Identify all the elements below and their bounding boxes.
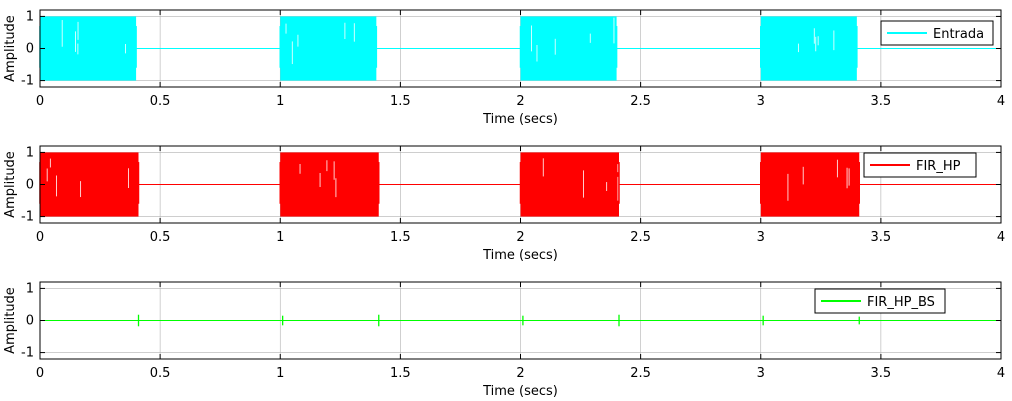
x-tick-label: 2.5 xyxy=(630,94,651,109)
series-Entrada xyxy=(39,16,1001,81)
x-tick-label: 3.5 xyxy=(871,94,892,109)
y-tick-label: 0 xyxy=(26,42,34,57)
signal-burst xyxy=(760,152,860,217)
x-tick-label: 2.5 xyxy=(630,366,651,381)
x-tick-label: 3.5 xyxy=(871,366,892,381)
signal-burst xyxy=(40,16,137,81)
y-tick-label: 0 xyxy=(26,178,34,193)
x-axis-label: Time (secs) xyxy=(482,384,558,399)
legend: FIR_HP_BS xyxy=(814,288,946,314)
x-tick-label: 0.5 xyxy=(150,366,171,381)
legend-entry: Entrada xyxy=(933,27,984,42)
x-tick-label: 2 xyxy=(516,366,524,381)
x-tick-label: 2 xyxy=(516,94,524,109)
signal-burst xyxy=(280,152,379,217)
legend-entry: FIR_HP xyxy=(916,159,961,174)
x-tick-label: 4 xyxy=(997,230,1005,245)
x-tick-label: 1.5 xyxy=(390,94,411,109)
x-tick-label: 3 xyxy=(757,94,765,109)
y-tick-label: -1 xyxy=(21,210,34,225)
series-FIR_HP xyxy=(39,152,1001,217)
y-tick-label: 0 xyxy=(26,314,34,329)
x-tick-label: 3.5 xyxy=(871,230,892,245)
x-tick-label: 3 xyxy=(757,366,765,381)
y-tick-label: 1 xyxy=(26,9,34,24)
legend: FIR_HP xyxy=(863,152,977,178)
signal-burst xyxy=(280,16,377,81)
signal-burst xyxy=(520,152,620,217)
y-axis-label: Amplitude xyxy=(3,151,18,218)
x-tick-label: 0 xyxy=(36,230,44,245)
x-tick-label: 1.5 xyxy=(390,230,411,245)
x-tick-label: 3 xyxy=(757,230,765,245)
x-tick-label: 1 xyxy=(276,230,284,245)
x-axis-label: Time (secs) xyxy=(482,112,558,127)
x-tick-label: 1.5 xyxy=(390,366,411,381)
legend: Entrada xyxy=(880,20,994,46)
legend-entry: FIR_HP_BS xyxy=(867,295,935,310)
x-tick-label: 1 xyxy=(276,94,284,109)
signal-burst xyxy=(520,16,617,81)
y-tick-label: 1 xyxy=(26,281,34,296)
signal-burst xyxy=(760,16,857,81)
y-axis-label: Amplitude xyxy=(3,15,18,82)
y-tick-label: -1 xyxy=(21,346,34,361)
x-tick-label: 0.5 xyxy=(150,230,171,245)
x-tick-label: 0 xyxy=(36,366,44,381)
x-tick-label: 4 xyxy=(997,366,1005,381)
y-tick-label: 1 xyxy=(26,145,34,160)
x-tick-label: 4 xyxy=(997,94,1005,109)
y-axis-label: Amplitude xyxy=(3,287,18,354)
x-tick-label: 1 xyxy=(276,366,284,381)
signal-burst xyxy=(40,152,139,217)
x-tick-label: 0.5 xyxy=(150,94,171,109)
x-tick-label: 0 xyxy=(36,94,44,109)
series-FIR_HP_BS xyxy=(40,314,1001,327)
y-tick-label: -1 xyxy=(21,74,34,89)
x-axis-label: Time (secs) xyxy=(482,248,558,263)
x-tick-label: 2.5 xyxy=(630,230,651,245)
x-tick-label: 2 xyxy=(516,230,524,245)
